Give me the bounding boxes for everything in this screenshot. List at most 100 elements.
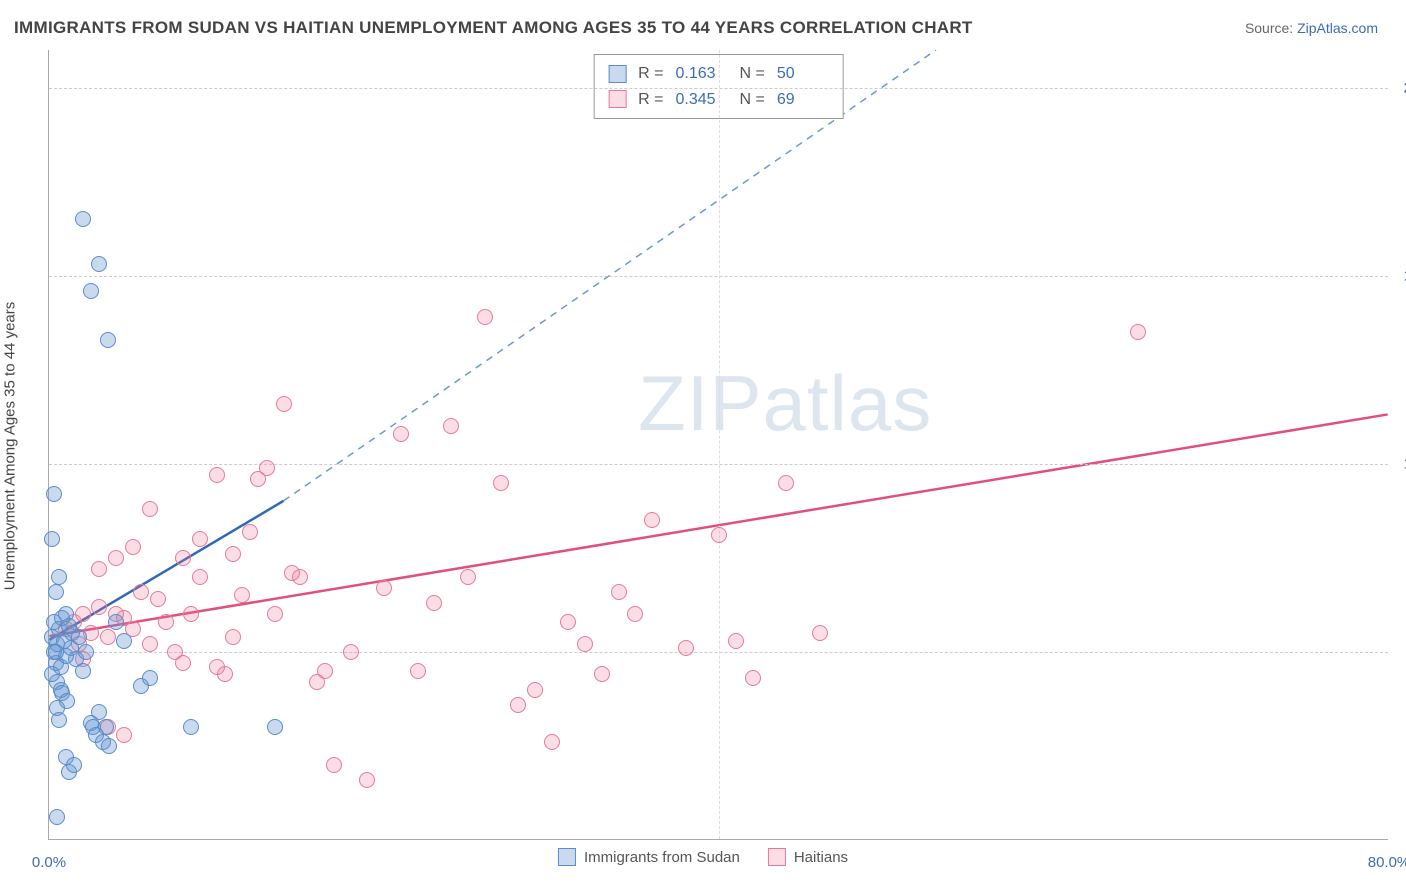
data-point bbox=[142, 670, 158, 686]
data-point bbox=[75, 663, 91, 679]
data-point bbox=[778, 475, 794, 491]
x-tick-label: 0.0% bbox=[32, 854, 66, 871]
data-point bbox=[46, 614, 62, 630]
data-point bbox=[594, 666, 610, 682]
data-point bbox=[477, 309, 493, 325]
data-point bbox=[560, 614, 576, 630]
data-point bbox=[48, 584, 64, 600]
data-point bbox=[493, 475, 509, 491]
stat-label: R = bbox=[636, 87, 665, 113]
data-point bbox=[192, 531, 208, 547]
data-point bbox=[61, 618, 77, 634]
data-point bbox=[728, 633, 744, 649]
data-point bbox=[711, 527, 727, 543]
swatch-icon bbox=[608, 65, 626, 83]
data-point bbox=[44, 531, 60, 547]
source-attribution: Source: ZipAtlas.com bbox=[1245, 20, 1378, 36]
data-point bbox=[108, 550, 124, 566]
data-point bbox=[116, 727, 132, 743]
legend-label: Haitians bbox=[794, 849, 848, 866]
data-point bbox=[267, 606, 283, 622]
y-axis-label: Unemployment Among Ages 35 to 44 years bbox=[2, 302, 19, 591]
data-point bbox=[376, 580, 392, 596]
n-value: 50 bbox=[777, 61, 829, 87]
data-point bbox=[225, 546, 241, 562]
data-point bbox=[91, 704, 107, 720]
data-point bbox=[100, 332, 116, 348]
data-point bbox=[217, 666, 233, 682]
data-point bbox=[91, 256, 107, 272]
data-point bbox=[812, 625, 828, 641]
data-point bbox=[627, 606, 643, 622]
data-point bbox=[317, 663, 333, 679]
data-point bbox=[78, 644, 94, 660]
data-point bbox=[125, 539, 141, 555]
legend-item: Immigrants from Sudan bbox=[558, 848, 740, 866]
data-point bbox=[343, 644, 359, 660]
data-point bbox=[410, 663, 426, 679]
legend-label: Immigrants from Sudan bbox=[584, 849, 740, 866]
stat-label: N = bbox=[738, 61, 767, 87]
data-point bbox=[175, 550, 191, 566]
data-point bbox=[1130, 324, 1146, 340]
data-point bbox=[209, 467, 225, 483]
data-point bbox=[48, 644, 64, 660]
stat-label: R = bbox=[636, 61, 665, 87]
data-point bbox=[91, 561, 107, 577]
scatter-plot: ZIPatlas R = 0.163 N = 50 R = 0.345 N = … bbox=[48, 50, 1388, 840]
data-point bbox=[158, 614, 174, 630]
data-point bbox=[100, 629, 116, 645]
data-point bbox=[98, 719, 114, 735]
data-point bbox=[426, 595, 442, 611]
data-point bbox=[183, 606, 199, 622]
data-point bbox=[51, 569, 67, 585]
data-point bbox=[51, 712, 67, 728]
legend-item: Haitians bbox=[768, 848, 848, 866]
source-label: Source: bbox=[1245, 20, 1297, 36]
data-point bbox=[326, 757, 342, 773]
data-point bbox=[75, 211, 91, 227]
legend-bottom: Immigrants from Sudan Haitians bbox=[558, 848, 848, 866]
n-value: 69 bbox=[777, 87, 829, 113]
stat-label: N = bbox=[738, 87, 767, 113]
data-point bbox=[510, 697, 526, 713]
data-point bbox=[284, 565, 300, 581]
data-point bbox=[644, 512, 660, 528]
data-point bbox=[75, 606, 91, 622]
data-point bbox=[44, 666, 60, 682]
data-point bbox=[142, 501, 158, 517]
data-point bbox=[83, 283, 99, 299]
data-point bbox=[49, 809, 65, 825]
watermark-thin: atlas bbox=[763, 359, 933, 447]
data-point bbox=[101, 738, 117, 754]
data-point bbox=[577, 636, 593, 652]
data-point bbox=[544, 734, 560, 750]
data-point bbox=[359, 772, 375, 788]
data-point bbox=[66, 757, 82, 773]
data-point bbox=[460, 569, 476, 585]
watermark: ZIPatlas bbox=[638, 358, 932, 449]
gridline-v bbox=[719, 50, 720, 839]
data-point bbox=[234, 587, 250, 603]
data-point bbox=[276, 396, 292, 412]
swatch-icon bbox=[768, 848, 786, 866]
swatch-icon bbox=[608, 90, 626, 108]
data-point bbox=[116, 633, 132, 649]
data-point bbox=[133, 584, 149, 600]
data-point bbox=[183, 719, 199, 735]
data-point bbox=[527, 682, 543, 698]
data-point bbox=[175, 655, 191, 671]
data-point bbox=[150, 591, 166, 607]
x-tick-label: 80.0% bbox=[1368, 854, 1406, 871]
data-point bbox=[46, 486, 62, 502]
data-point bbox=[225, 629, 241, 645]
data-point bbox=[678, 640, 694, 656]
data-point bbox=[108, 614, 124, 630]
swatch-icon bbox=[558, 848, 576, 866]
chart-title: IMMIGRANTS FROM SUDAN VS HAITIAN UNEMPLO… bbox=[14, 18, 973, 38]
data-point bbox=[393, 426, 409, 442]
watermark-bold: ZIP bbox=[638, 359, 762, 447]
source-link[interactable]: ZipAtlas.com bbox=[1297, 20, 1378, 36]
data-point bbox=[142, 636, 158, 652]
data-point bbox=[242, 524, 258, 540]
